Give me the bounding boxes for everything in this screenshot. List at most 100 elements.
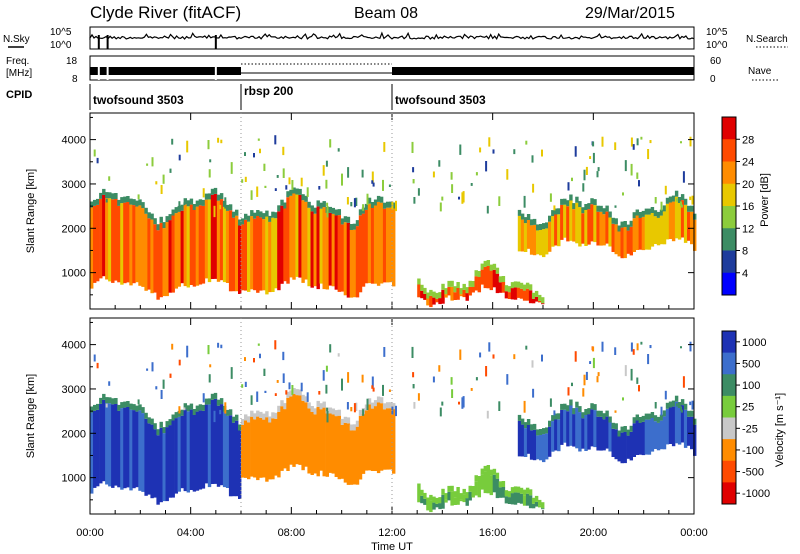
echo-cell [420,290,424,299]
echo-cell [286,197,290,284]
echo-cell [693,424,697,456]
echo-speck [219,204,222,210]
y-tick-label: 1000 [62,268,86,280]
echo-fringe [271,412,275,419]
echo-speck [362,204,365,211]
echo-fringe [517,414,522,421]
echo-speck [485,366,488,377]
echo-fringe [244,213,248,220]
echo-cell [195,411,200,491]
echo-fringe [566,405,570,412]
echo-speck [155,386,158,390]
echo-fringe [554,413,558,420]
echo-cell [674,196,679,239]
echo-fringe [102,393,106,400]
echo-speck [553,205,556,211]
colorbar-tick-label: 16 [742,201,754,213]
echo-speck [597,372,600,377]
echo-cell [355,426,360,485]
echo-cell [608,217,612,247]
echo-speck [361,169,364,178]
echo-fringe [447,280,451,287]
echo-fringe [295,389,299,396]
echo-speck [224,402,227,414]
echo-fringe [310,205,314,212]
echo-speck [169,373,172,378]
echo-cell [156,230,160,300]
echo-cell [235,215,239,292]
echo-cell [474,276,478,291]
echo-cell [295,395,299,465]
echo-cell [144,213,148,291]
echo-speck [589,361,592,364]
echo-speck [640,341,643,345]
echo-fringe [174,207,179,214]
echo-speck [582,183,585,192]
echo-cell [605,416,609,449]
nsky-strip: N.Sky 10^5 10^0 10^5 10^0 N.Search [3,26,788,51]
echo-cell [180,415,185,489]
echo-fringe [590,403,594,410]
colorbar-tick-label: 8 [742,246,748,258]
echo-cell [349,230,354,298]
echo-cell [277,211,281,291]
cpid-label: CPID [6,89,32,101]
echo-speck [630,368,633,381]
echo-speck [492,149,495,154]
echo-fringe [108,397,112,404]
echo-cell [635,420,640,455]
echo-fringe [635,209,640,216]
echo-cell [501,282,506,293]
echo-cell [370,408,375,471]
echo-fringe [578,406,582,413]
echo-fringe [572,203,576,210]
echo-cell [611,428,615,457]
echo-cell [534,296,539,302]
echo-fringe [265,210,269,217]
echo-fringe [641,415,646,422]
echo-cell [456,288,460,300]
velocity-panel: 1000 2000 3000 4000 Slant Range [km] 1000 50… [25,317,786,515]
echo-speck [285,390,288,395]
echo-fringe [687,205,691,212]
echo-cell [483,266,488,289]
echo-fringe [355,220,360,227]
echo-fringe [538,499,542,506]
echo-speck [513,354,516,360]
echo-fringe [286,391,290,398]
echo-fringe [135,405,139,412]
echo-fringe [180,204,185,211]
echo-cell [376,402,381,474]
echo-speck [525,345,528,350]
echo-fringe [462,283,466,290]
echo-fringe [177,205,182,212]
echo-cell [189,204,194,285]
colorbar-swatch [722,460,736,483]
echo-speck [412,167,415,173]
echo-cell [432,297,436,305]
echo-cell [459,294,463,297]
echo-fringe [596,205,600,212]
echo-fringe [283,202,287,209]
echo-cell [247,422,251,480]
echo-fringe [192,204,197,210]
echo-cell [259,417,263,478]
echo-cell [210,194,215,279]
echo-speck [162,379,165,389]
echo-cell [111,404,115,488]
echo-speck [371,385,374,389]
echo-speck [244,357,246,361]
echo-speck [592,357,595,369]
echo-fringe [322,401,326,408]
echo-cell [361,414,366,474]
echo-fringe [162,222,166,229]
echo-fringe [159,216,163,223]
echo-fringe [563,403,567,410]
echo-speck [178,201,181,209]
echo-speck [137,399,140,405]
echo-fringe [346,216,351,223]
y-tick-label: 2000 [62,428,86,440]
echo-speck [523,400,526,413]
echo-fringe [545,427,549,434]
echo-fringe [626,224,631,231]
